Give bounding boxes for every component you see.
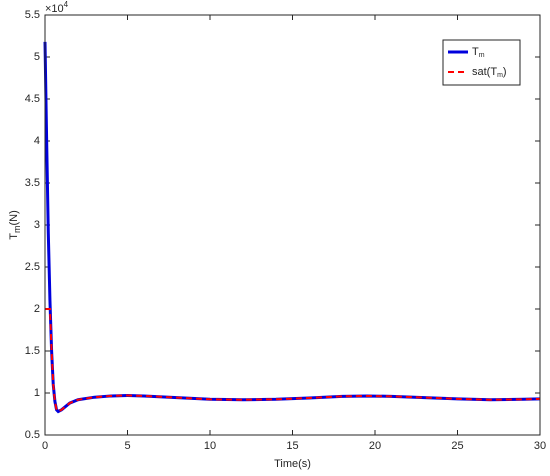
x-axis-label: Time(s): [274, 458, 311, 470]
x-tick-label: 5: [124, 440, 130, 452]
y-axis-label: Tm(N): [8, 210, 22, 240]
y-tick-label: 1.5: [25, 345, 40, 357]
y-label-suffix: (N): [8, 210, 20, 225]
x-tick-label: 20: [369, 440, 381, 452]
legend-sub: m: [497, 72, 503, 79]
y-tick-label: 5.5: [25, 9, 40, 21]
plot-frame: [44, 14, 541, 436]
x-tick-label: 15: [286, 440, 298, 452]
multiplier-exponent: 4: [64, 0, 69, 9]
y-tick-label: 3.5: [25, 177, 40, 189]
legend-text: T: [472, 46, 479, 58]
y-tick-label: 5: [34, 51, 40, 63]
y-tick-label: 2.5: [25, 261, 40, 273]
series-line: [45, 308, 541, 413]
legend-label: Tm: [472, 46, 485, 59]
legend-text: sat(T: [472, 66, 497, 78]
y-tick-label: 3: [34, 219, 40, 231]
y-label-text: T: [8, 233, 20, 240]
y-tick-label: 4.5: [25, 93, 40, 105]
legend-suffix: ): [503, 66, 507, 78]
y-multiplier: ×104: [45, 0, 69, 15]
multiplier-base: ×10: [45, 3, 64, 15]
legend-box: [442, 39, 521, 86]
y-tick-label: 2: [34, 303, 40, 315]
y-tick-label: 1: [34, 387, 40, 399]
x-tick-label: 30: [534, 440, 546, 452]
y-tick-label: 4: [34, 135, 40, 147]
x-tick-label: 25: [451, 440, 463, 452]
y-label-sub: m: [12, 226, 22, 234]
x-tick-label: 10: [204, 440, 216, 452]
legend-label: sat(Tm): [472, 66, 507, 79]
x-tick-label: 0: [42, 440, 48, 452]
legend-sub: m: [479, 52, 485, 59]
y-tick-label: 0.5: [25, 429, 40, 441]
